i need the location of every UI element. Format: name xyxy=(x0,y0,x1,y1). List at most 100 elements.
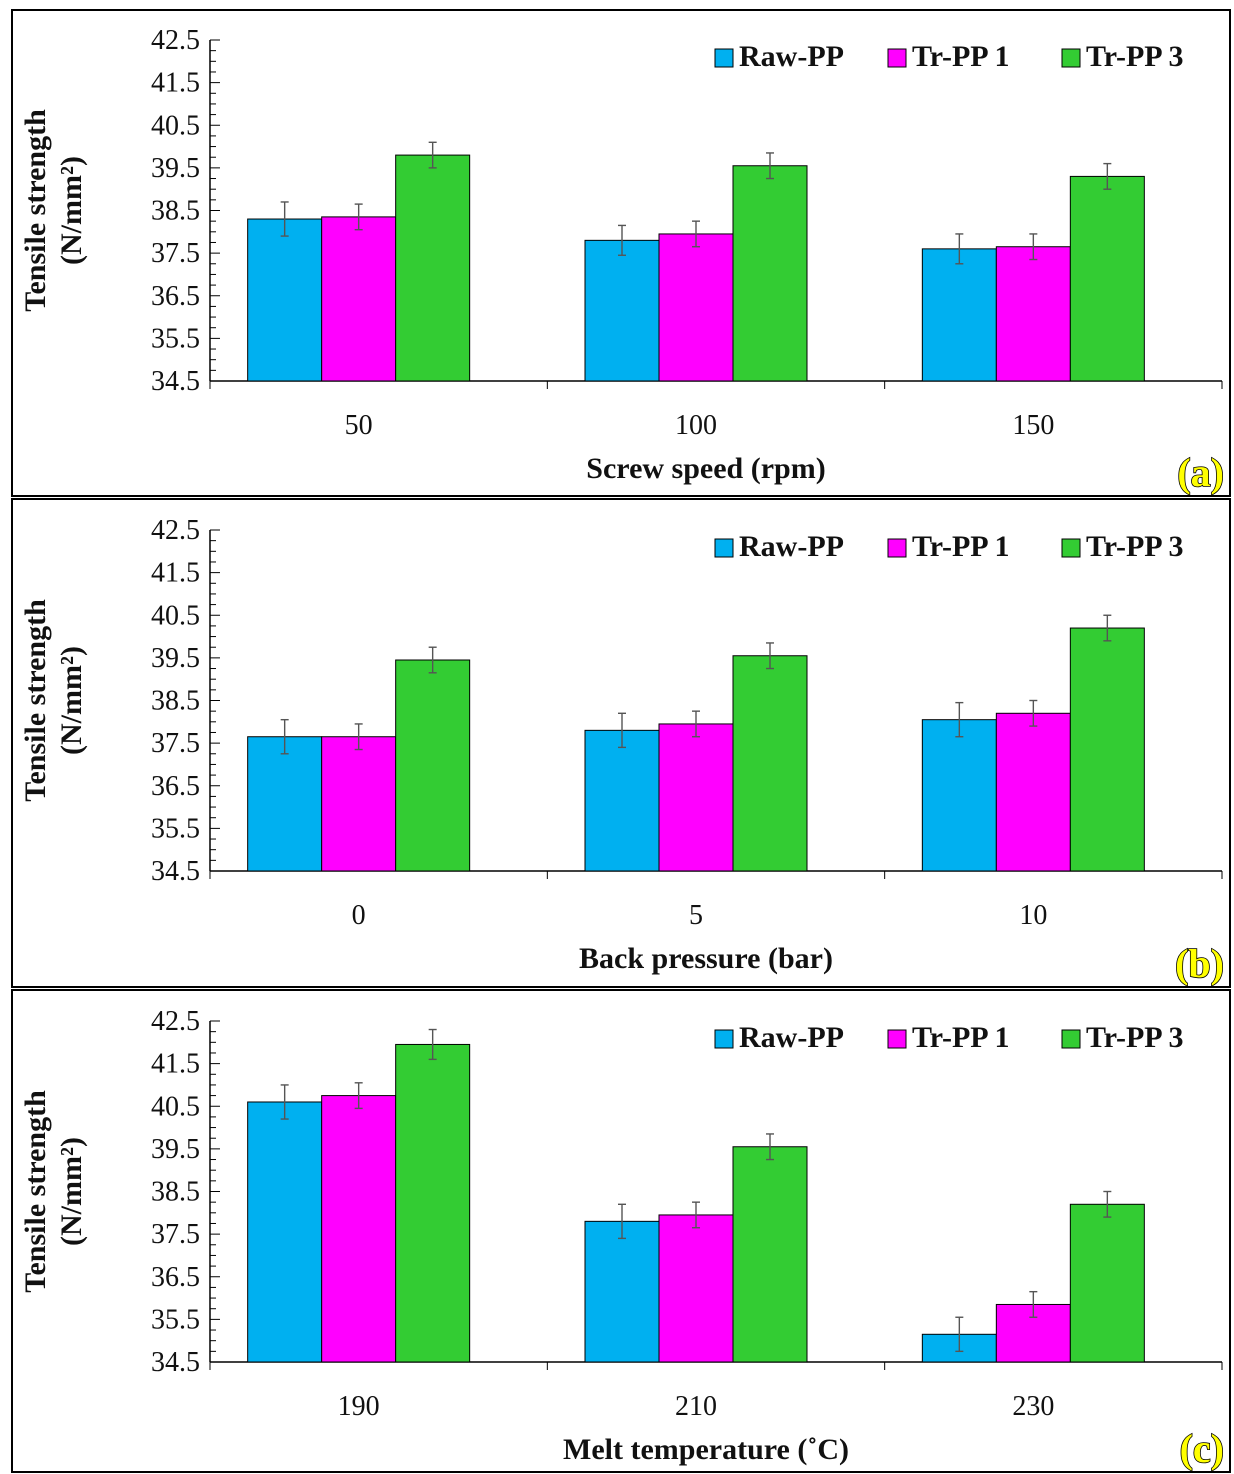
y-axis-title-line-2: (N/mm²) xyxy=(55,156,88,265)
y-tick-label: 34.5 xyxy=(151,1347,200,1378)
legend-label: Tr-PP 1 xyxy=(912,530,1009,563)
legend-label: Raw-PP xyxy=(739,530,844,563)
legend-swatch xyxy=(887,48,907,68)
legend-swatch xyxy=(887,538,907,558)
bar xyxy=(921,248,997,382)
bar xyxy=(395,154,471,382)
legend-swatch xyxy=(1061,538,1081,558)
legend-swatch xyxy=(887,1029,907,1049)
panel-frame xyxy=(11,498,1231,988)
y-tick-label: 40.5 xyxy=(151,1091,200,1122)
x-axis-title: Back pressure (bar) xyxy=(579,942,833,975)
panel-tag: (a) xyxy=(1177,450,1224,495)
bar xyxy=(995,712,1071,872)
y-axis-title-line-2: (N/mm²) xyxy=(55,1137,88,1246)
legend-label: Raw-PP xyxy=(739,40,844,73)
panel-frame xyxy=(11,989,1231,1473)
y-tick-label: 40.5 xyxy=(151,110,200,141)
y-tick-label: 37.5 xyxy=(151,1219,200,1250)
panel-tag: (c) xyxy=(1180,1426,1224,1471)
legend-swatch xyxy=(1061,1029,1081,1049)
x-tick-label: 50 xyxy=(345,410,373,441)
y-axis-title: Tensile strength (N/mm²) xyxy=(19,599,88,802)
legend-label: Tr-PP 3 xyxy=(1086,530,1183,563)
y-tick-label: 42.5 xyxy=(151,1006,200,1037)
panel-tag: (b) xyxy=(1175,941,1224,986)
y-axis-title-line-2: (N/mm²) xyxy=(55,646,88,755)
bar xyxy=(1069,627,1145,872)
y-tick-label: 39.5 xyxy=(151,1134,200,1165)
bar xyxy=(247,218,323,382)
x-tick-label: 5 xyxy=(689,900,703,931)
bar xyxy=(247,1101,323,1363)
y-tick-label: 41.5 xyxy=(151,558,200,589)
y-axis-title-line-1: Tensile strength xyxy=(19,599,52,802)
y-tick-label: 41.5 xyxy=(151,1049,200,1080)
x-tick-label: 0 xyxy=(352,900,366,931)
y-axis-title: Tensile strength (N/mm²) xyxy=(19,109,88,312)
bar xyxy=(995,246,1071,382)
bar xyxy=(732,655,808,872)
y-tick-label: 37.5 xyxy=(151,238,200,269)
bar xyxy=(395,659,471,872)
bar xyxy=(658,723,734,872)
legend-swatch xyxy=(714,48,734,68)
bar xyxy=(395,1043,471,1363)
y-tick-label: 35.5 xyxy=(151,1304,200,1335)
x-tick-label: 10 xyxy=(1019,900,1047,931)
y-axis-title: Tensile strength (N/mm²) xyxy=(19,1090,88,1293)
bar xyxy=(584,239,660,382)
y-axis-title-line-1: Tensile strength xyxy=(19,109,52,312)
legend-label: Raw-PP xyxy=(739,1021,844,1054)
x-tick-label: 230 xyxy=(1012,1391,1054,1422)
bar xyxy=(1069,1203,1145,1363)
legend-swatch xyxy=(714,538,734,558)
legend-swatch xyxy=(714,1029,734,1049)
chart-panel-2: 42.5 41.5 40.5 39.5 38.5 37.5 36.5 35.5 34.5 0 5 10… xyxy=(11,498,1231,988)
bar xyxy=(732,165,808,382)
chart-panel-1: 42.5 41.5 40.5 39.5 38.5 37.5 36.5 35.5 34.5 50 10… xyxy=(11,9,1231,497)
bar xyxy=(321,1095,397,1363)
panel-frame xyxy=(11,9,1231,497)
y-tick-label: 36.5 xyxy=(151,771,200,802)
bar xyxy=(321,216,397,382)
y-tick-label: 42.5 xyxy=(151,25,200,56)
x-tick-label: 100 xyxy=(675,410,717,441)
legend-label: Tr-PP 1 xyxy=(912,1021,1009,1054)
legend-label: Tr-PP 3 xyxy=(1086,1021,1183,1054)
bar xyxy=(732,1146,808,1363)
legend-label: Tr-PP 1 xyxy=(912,40,1009,73)
bar xyxy=(658,1214,734,1363)
y-tick-label: 39.5 xyxy=(151,153,200,184)
bar xyxy=(584,1220,660,1363)
bar xyxy=(584,729,660,872)
y-tick-label: 38.5 xyxy=(151,196,200,227)
x-tick-label: 210 xyxy=(675,1391,717,1422)
x-axis-title: Melt temperature (˚C) xyxy=(563,1433,849,1466)
y-tick-label: 34.5 xyxy=(151,856,200,887)
bar xyxy=(1069,175,1145,382)
x-tick-label: 150 xyxy=(1012,410,1054,441)
y-tick-label: 34.5 xyxy=(151,366,200,397)
legend-swatch xyxy=(1061,48,1081,68)
x-tick-label: 190 xyxy=(338,1391,380,1422)
y-tick-label: 41.5 xyxy=(151,68,200,99)
y-tick-label: 36.5 xyxy=(151,281,200,312)
legend-label: Tr-PP 3 xyxy=(1086,40,1183,73)
bar xyxy=(321,736,397,872)
y-tick-label: 36.5 xyxy=(151,1262,200,1293)
chart-panel-3: 42.5 41.5 40.5 39.5 38.5 37.5 36.5 35.5 34.5 190 2… xyxy=(11,989,1231,1473)
y-tick-label: 39.5 xyxy=(151,643,200,674)
x-axis-title: Screw speed (rpm) xyxy=(586,452,825,485)
y-tick-label: 37.5 xyxy=(151,728,200,759)
y-axis-title-line-1: Tensile strength xyxy=(19,1090,52,1293)
bar xyxy=(921,719,997,872)
bar xyxy=(247,736,323,872)
bar xyxy=(658,233,734,382)
y-tick-label: 35.5 xyxy=(151,323,200,354)
y-tick-label: 35.5 xyxy=(151,813,200,844)
y-tick-label: 42.5 xyxy=(151,515,200,546)
y-tick-label: 38.5 xyxy=(151,686,200,717)
y-tick-label: 38.5 xyxy=(151,1177,200,1208)
